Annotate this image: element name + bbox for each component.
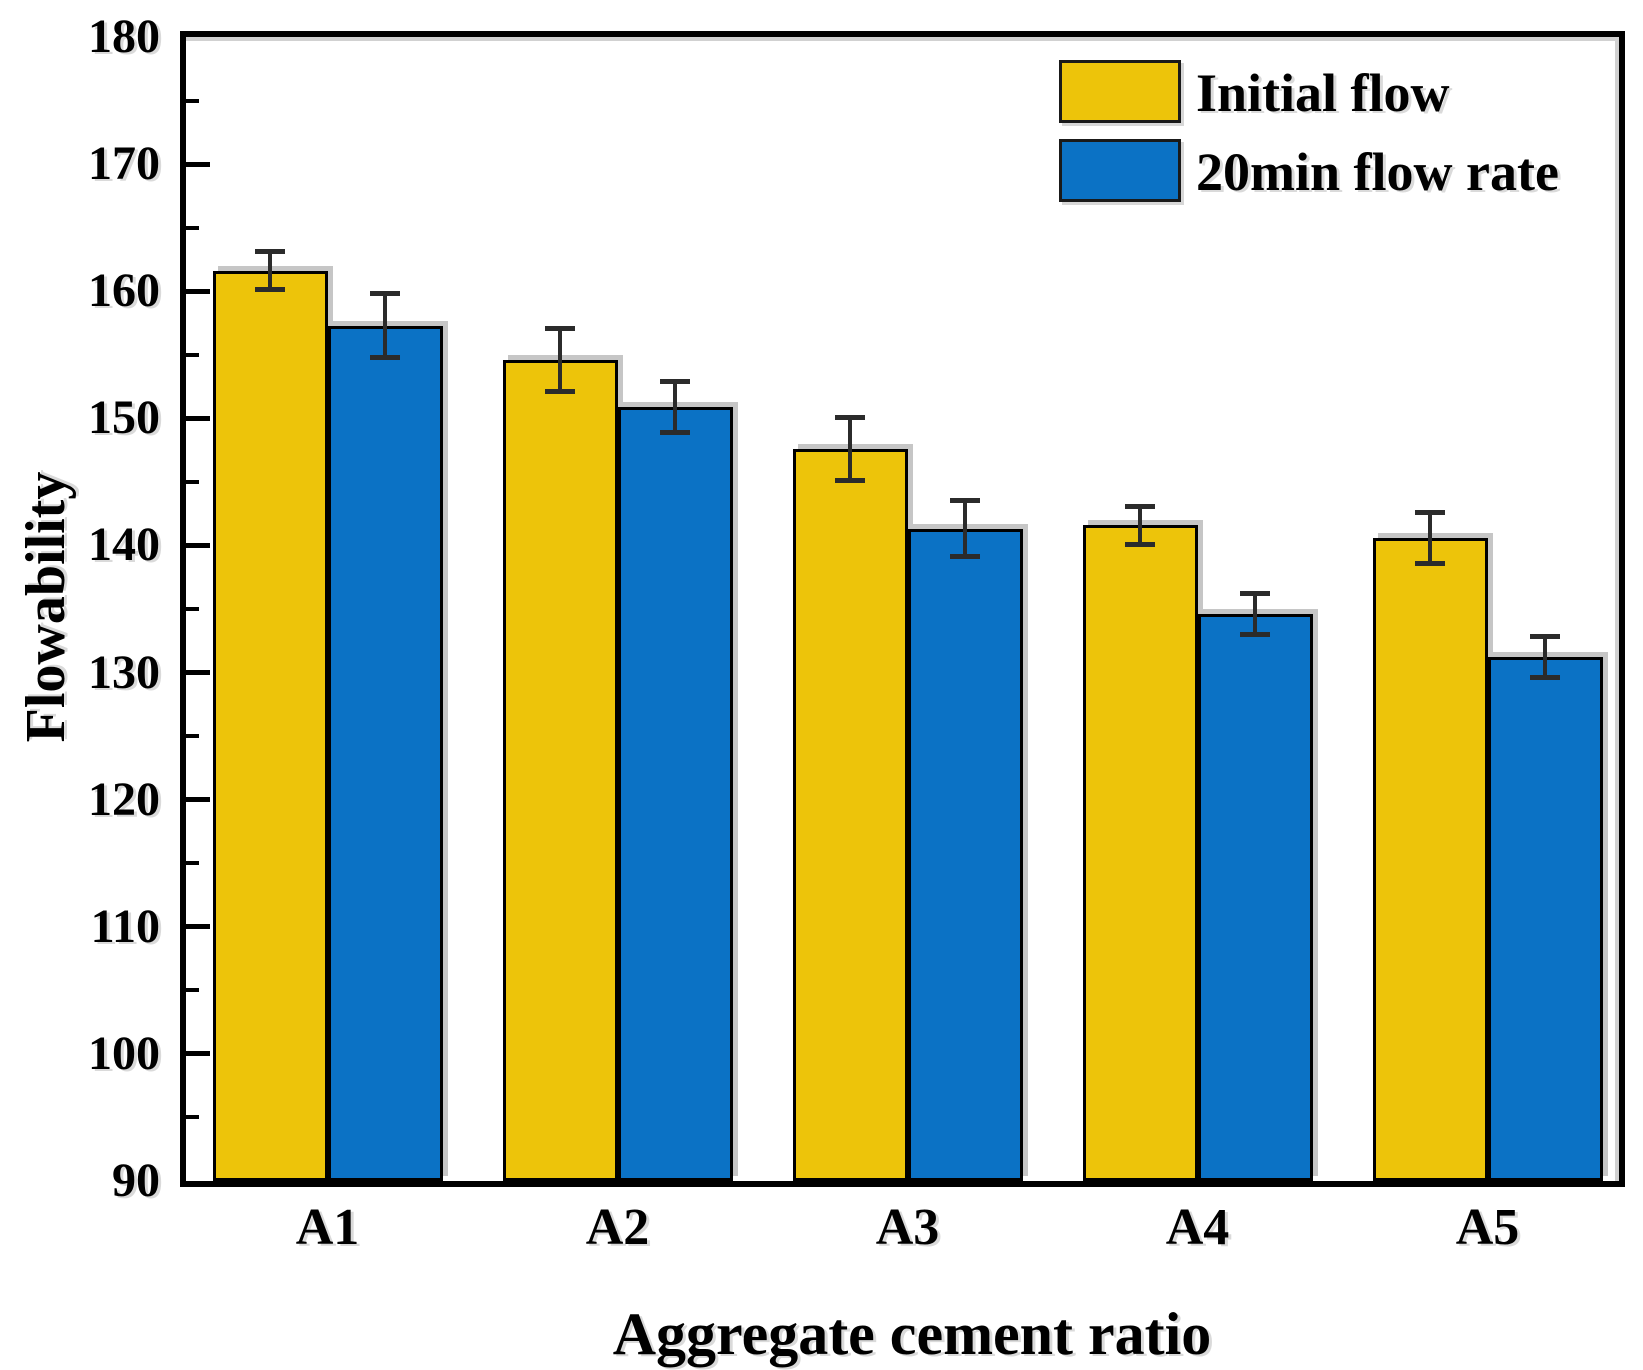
- error-bar-cap: [545, 389, 575, 395]
- x-tick-label-A1: A1: [295, 1199, 360, 1256]
- y-major-tick: [186, 288, 210, 294]
- bar-A2-20min-flow-rate: [617, 406, 733, 1181]
- y-tick-label: 180: [88, 10, 160, 63]
- y-major-tick: [186, 670, 210, 676]
- y-minor-tick: [186, 225, 199, 230]
- error-bar-cap: [1125, 503, 1155, 509]
- y-tick-label: 110: [90, 899, 160, 953]
- error-bar-cap: [1415, 509, 1445, 515]
- y-minor-tick: [186, 988, 199, 993]
- legend-label-initial-flow: Initial flow: [1196, 63, 1450, 123]
- bar-A2-initial-flow: [502, 359, 618, 1181]
- error-bar-cap: [255, 249, 285, 255]
- bar-A5-initial-flow: [1372, 537, 1488, 1181]
- error-bar: [1543, 636, 1547, 678]
- y-minor-tick: [186, 1115, 199, 1120]
- error-bar-cap: [1530, 675, 1560, 681]
- x-tick-label-A3: A3: [875, 1199, 940, 1256]
- error-bar-cap: [950, 554, 980, 560]
- error-bar-cap: [835, 414, 865, 420]
- error-bar-cap: [255, 287, 285, 293]
- bar-A3-initial-flow: [792, 448, 908, 1181]
- y-tick-label: 140: [88, 518, 160, 572]
- bar-A1-20min-flow-rate: [327, 325, 443, 1181]
- error-bar-cap: [660, 429, 690, 435]
- y-major-tick: [186, 1051, 210, 1057]
- error-bar-cap: [1125, 541, 1155, 547]
- y-minor-tick: [186, 98, 199, 103]
- error-bar-cap: [1415, 560, 1445, 566]
- x-tick-label-A4: A4: [1165, 1199, 1230, 1256]
- y-minor-tick: [186, 352, 199, 357]
- y-minor-tick: [186, 479, 199, 484]
- legend-label-20min-flow-rate: 20min flow rate: [1196, 142, 1559, 202]
- error-bar: [673, 381, 677, 433]
- y-major-tick: [186, 161, 210, 167]
- y-major-tick: [186, 924, 210, 930]
- y-tick-label: 170: [88, 137, 160, 191]
- plot-area: [186, 37, 1619, 1181]
- y-axis-title: Flowability: [15, 471, 77, 743]
- error-bar: [558, 328, 562, 392]
- error-bar-cap: [545, 325, 575, 331]
- legend-swatch-initial-flow: [1059, 60, 1181, 123]
- error-bar-cap: [950, 498, 980, 504]
- y-tick-label: 90: [112, 1154, 160, 1207]
- y-minor-tick: [186, 607, 199, 611]
- y-major-tick: [186, 415, 210, 421]
- error-bar: [1428, 512, 1432, 564]
- legend-swatch-20min-flow-rate: [1059, 139, 1181, 202]
- bar-A3-20min-flow-rate: [907, 528, 1023, 1181]
- y-tick-label: 100: [88, 1026, 160, 1080]
- y-minor-tick: [186, 861, 199, 866]
- y-minor-tick: [186, 734, 199, 739]
- error-bar-cap: [370, 291, 400, 297]
- bar-A4-initial-flow: [1082, 525, 1198, 1181]
- error-bar-cap: [1240, 631, 1270, 637]
- error-bar-cap: [370, 354, 400, 360]
- plot-frame: [180, 31, 1625, 1187]
- error-bar-cap: [1530, 634, 1560, 640]
- y-major-tick: [186, 797, 210, 803]
- x-tick-label-A5: A5: [1455, 1199, 1520, 1256]
- y-tick-label: 150: [88, 391, 160, 445]
- y-tick-label: 160: [88, 264, 160, 318]
- x-tick-label-A2: A2: [585, 1199, 650, 1256]
- y-tick-label: 120: [88, 772, 160, 826]
- error-bar: [383, 293, 387, 358]
- bar-A4-20min-flow-rate: [1197, 614, 1313, 1181]
- bar-A5-20min-flow-rate: [1487, 657, 1603, 1181]
- error-bar: [268, 251, 272, 290]
- error-bar: [963, 500, 967, 557]
- bar-A1-initial-flow: [212, 270, 328, 1181]
- y-major-tick: [186, 542, 210, 548]
- error-bar-cap: [1240, 591, 1270, 597]
- x-axis-title: Aggregate cement ratio: [612, 1301, 1212, 1367]
- error-bar: [1253, 593, 1257, 635]
- error-bar: [848, 417, 852, 481]
- error-bar-cap: [835, 478, 865, 484]
- y-tick-label: 130: [88, 645, 160, 699]
- error-bar: [1138, 506, 1142, 545]
- error-bar-cap: [660, 378, 690, 384]
